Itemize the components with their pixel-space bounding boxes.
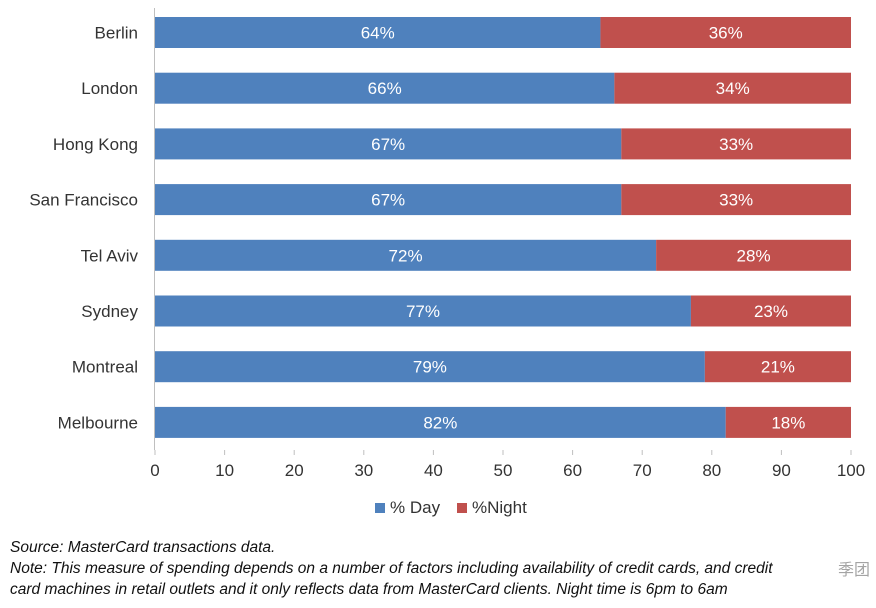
bar-night-sydney <box>690 295 851 327</box>
bar-night-san-francisco <box>621 184 851 216</box>
bar-day-melbourne <box>155 406 726 438</box>
stacked-bar-chart: 64% 36% 66% 34% 67% 33% 67% 33% 72% 28% 77% 23% 79% 2… <box>29 8 865 517</box>
x-tick-label: 90 <box>772 461 791 480</box>
legend-swatch-day <box>375 503 385 513</box>
data-label-night-berlin: 36% <box>709 24 743 43</box>
legend-swatch-night <box>457 503 467 513</box>
note-line-1: Note: This measure of spending depends o… <box>10 560 773 577</box>
bar-night-berlin <box>600 17 851 48</box>
x-tick-label: 100 <box>837 461 865 480</box>
bar-day-tel-aviv <box>155 239 657 271</box>
legend-label-night: %Night <box>472 498 527 517</box>
bar-night-hong-kong <box>621 128 851 160</box>
bar-day-san-francisco <box>155 184 622 216</box>
x-tick-label: 10 <box>215 461 234 480</box>
bar-night-melbourne <box>725 406 851 438</box>
x-tick-label: 70 <box>633 461 652 480</box>
bar-day-sydney <box>155 295 691 327</box>
bars-group: 64% 36% 66% 34% 67% 33% 67% 33% 72% 28% 77% 23% 79% 2… <box>155 17 851 438</box>
category-label-hong-kong: Hong Kong <box>53 135 138 154</box>
watermark: 季团 <box>837 560 870 579</box>
bar-night-london <box>614 72 851 104</box>
data-label-day-melbourne: 82% <box>423 413 457 432</box>
source-note: Source: MasterCard transactions data. <box>10 539 276 556</box>
data-label-night-san-francisco: 33% <box>719 191 753 210</box>
x-tick-label: 20 <box>285 461 304 480</box>
data-label-day-tel-aviv: 72% <box>389 246 423 265</box>
x-tick-label: 60 <box>563 461 582 480</box>
x-axis: 0 10 20 30 40 50 60 70 80 90 100 <box>150 8 865 480</box>
bar-day-montreal <box>155 351 705 383</box>
x-tick-label: 0 <box>150 461 159 480</box>
bar-night-montreal <box>704 351 851 383</box>
data-label-day-san-francisco: 67% <box>371 191 405 210</box>
category-label-london: London <box>81 79 138 98</box>
category-label-melbourne: Melbourne <box>58 413 138 432</box>
x-tick-label: 50 <box>494 461 513 480</box>
bar-day-berlin <box>155 17 601 48</box>
data-label-day-sydney: 77% <box>406 302 440 321</box>
x-tick-label: 40 <box>424 461 443 480</box>
data-label-night-montreal: 21% <box>761 358 795 377</box>
category-label-sydney: Sydney <box>81 302 138 321</box>
x-tick-label: 80 <box>702 461 721 480</box>
data-label-day-london: 66% <box>368 79 402 98</box>
data-label-night-tel-aviv: 28% <box>737 246 771 265</box>
category-label-tel-aviv: Tel Aviv <box>81 246 139 265</box>
category-label-montreal: Montreal <box>72 358 138 377</box>
legend-label-day: % Day <box>390 498 441 517</box>
bar-night-tel-aviv <box>656 239 851 271</box>
data-label-day-hong-kong: 67% <box>371 135 405 154</box>
bar-day-hong-kong <box>155 128 622 160</box>
data-label-night-sydney: 23% <box>754 302 788 321</box>
bar-day-london <box>155 72 615 104</box>
footnote: Source: MasterCard transactions data. No… <box>10 537 870 600</box>
note-line-2: card machines in retail outlets and it o… <box>10 581 728 598</box>
category-label-berlin: Berlin <box>95 24 138 43</box>
data-label-day-montreal: 79% <box>413 358 447 377</box>
data-label-night-hong-kong: 33% <box>719 135 753 154</box>
category-label-san-francisco: San Francisco <box>29 191 138 210</box>
data-label-night-melbourne: 18% <box>771 413 805 432</box>
data-label-night-london: 34% <box>716 79 750 98</box>
data-label-day-berlin: 64% <box>361 24 395 43</box>
x-tick-label: 30 <box>354 461 373 480</box>
category-labels: Berlin London Hong Kong San Francisco Tel Av… <box>29 24 138 433</box>
legend: % Day %Night <box>375 498 527 517</box>
